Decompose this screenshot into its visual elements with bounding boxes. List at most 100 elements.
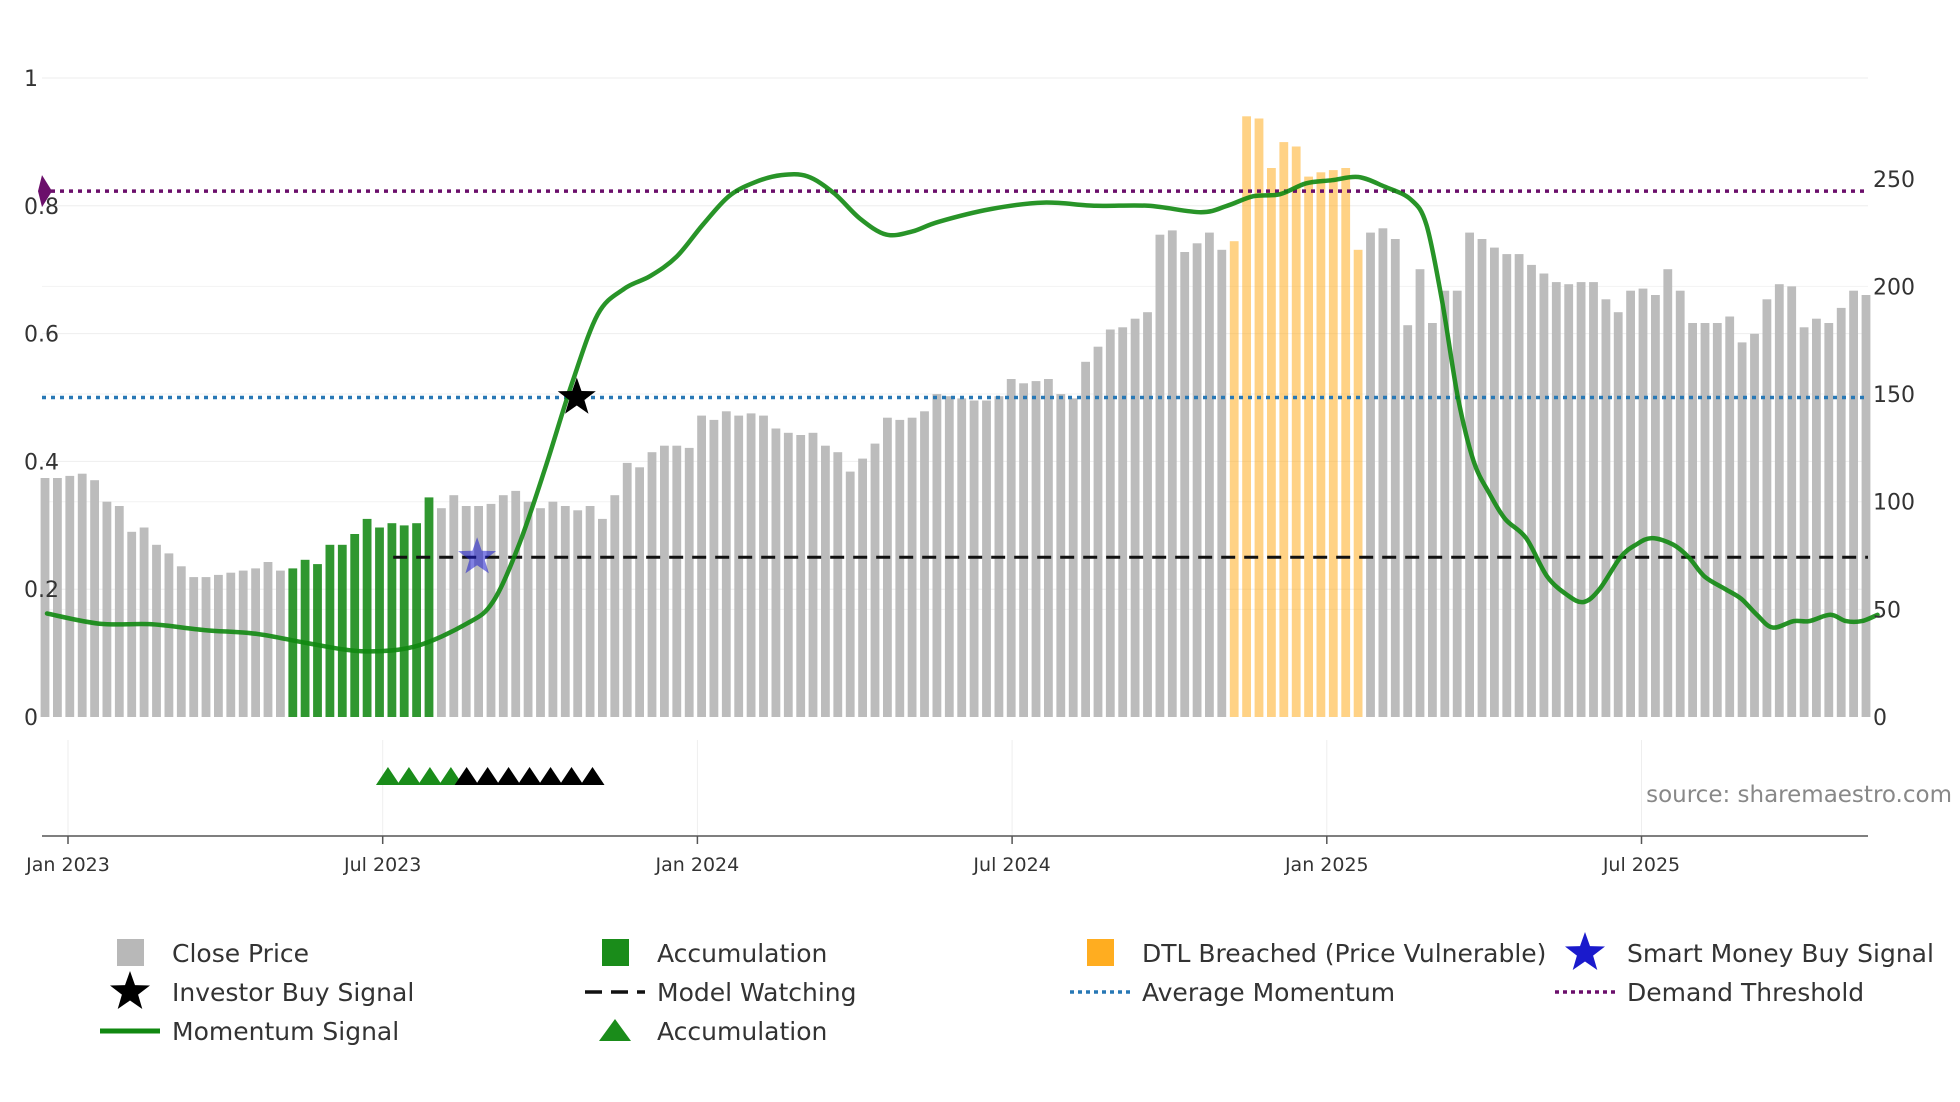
price-bar — [734, 415, 744, 717]
price-bar — [1836, 307, 1846, 717]
price-bar — [1006, 379, 1016, 717]
price-bar — [1539, 273, 1549, 717]
price-bar — [90, 480, 99, 717]
price-bar — [313, 564, 322, 717]
price-bar — [585, 506, 595, 717]
y-left-tick-label: 0.8 — [24, 195, 59, 220]
price-bar — [474, 506, 483, 717]
price-bar — [1304, 176, 1313, 718]
price-bar — [1254, 118, 1264, 717]
y-right-tick-label: 200 — [1873, 275, 1915, 300]
price-bar — [858, 458, 867, 717]
price-bar — [560, 506, 570, 717]
watch-triangle — [517, 767, 542, 785]
price-bar — [1861, 295, 1871, 717]
price-bar — [152, 544, 161, 717]
price-bar — [1056, 394, 1066, 717]
price-bar — [461, 506, 471, 717]
accumulation-triangle — [417, 767, 442, 785]
price-bar — [238, 570, 248, 717]
price-bar — [1366, 232, 1375, 717]
price-bar — [907, 417, 917, 717]
x-tick-label: Jan 2025 — [1284, 854, 1369, 876]
price-bar — [77, 473, 87, 717]
price-bar — [536, 508, 545, 717]
legend-label: Demand Threshold — [1627, 978, 1864, 1007]
price-bar — [1589, 282, 1598, 717]
price-bar — [746, 413, 756, 717]
price-bar — [783, 432, 793, 717]
price-bar — [1019, 383, 1028, 717]
price-bar — [486, 503, 496, 717]
price-bar — [1762, 299, 1772, 717]
legend-label: Smart Money Buy Signal — [1627, 939, 1934, 968]
price-bar — [263, 562, 273, 717]
price-bar — [845, 471, 855, 717]
legend-label: Accumulation — [657, 1017, 827, 1046]
price-bar — [375, 527, 384, 717]
price-bar — [114, 506, 124, 717]
price-bar — [1229, 241, 1239, 717]
price-bar — [387, 523, 397, 717]
price-bar — [337, 544, 347, 717]
price-bar — [647, 452, 657, 717]
price-bar — [1774, 284, 1784, 717]
y-right-tick-label: 150 — [1873, 383, 1915, 408]
price-bar — [523, 501, 533, 717]
source-label: source: sharemaestro.com — [1646, 782, 1952, 808]
price-bar — [920, 411, 929, 717]
price-bar — [511, 490, 521, 717]
price-bar — [1812, 318, 1821, 717]
price-bar — [1130, 318, 1140, 717]
price-bar — [424, 497, 434, 717]
watch-triangle — [559, 767, 584, 785]
price-bar — [808, 432, 818, 717]
price-bar — [300, 559, 310, 717]
price-bar — [325, 544, 335, 717]
price-bar — [697, 415, 706, 717]
price-bar — [226, 572, 236, 717]
x-tick-label: Jul 2025 — [1602, 854, 1680, 876]
price-bar — [1787, 286, 1797, 717]
price-bar — [1688, 323, 1697, 717]
price-bar — [1452, 290, 1462, 717]
price-bar — [1502, 254, 1512, 717]
price-bar — [548, 501, 558, 717]
price-bar — [573, 510, 583, 717]
price-bar — [1564, 284, 1574, 717]
price-bar — [1663, 269, 1673, 717]
watch-triangle — [496, 767, 521, 785]
price-bar — [622, 462, 632, 717]
price-bar — [598, 518, 607, 717]
price-bar — [1440, 290, 1450, 717]
price-bar — [821, 445, 830, 717]
y-right-tick-label: 250 — [1873, 168, 1915, 193]
x-tick-label: Jul 2023 — [343, 854, 421, 876]
price-bar — [883, 417, 892, 717]
momentum-line — [44, 172, 1880, 654]
price-bar — [957, 398, 967, 717]
y-left-tick-label: 1 — [24, 67, 38, 92]
x-tick-label: Jul 2024 — [972, 854, 1050, 876]
legend-symbol-triangle — [599, 1019, 631, 1041]
price-bar — [276, 570, 285, 717]
price-bar — [189, 577, 199, 717]
price-bar — [1105, 329, 1115, 717]
price-bar — [1378, 228, 1388, 718]
price-bar — [1415, 269, 1425, 717]
accumulation-triangle — [396, 767, 421, 785]
price-bar — [870, 443, 880, 717]
watch-triangle — [538, 767, 563, 785]
legend-label: Momentum Signal — [172, 1017, 399, 1046]
price-bar — [1601, 299, 1611, 717]
price-bar — [350, 534, 360, 717]
price-bar — [1118, 327, 1128, 717]
y-right-tick-label: 0 — [1873, 706, 1887, 731]
price-bar — [1242, 116, 1251, 718]
price-bar — [1180, 252, 1190, 717]
price-bar — [1428, 323, 1437, 717]
y-left-tick-label: 0.6 — [24, 323, 59, 348]
legend-symbol-square — [117, 939, 144, 966]
price-bar — [437, 508, 446, 717]
price-bar — [53, 478, 62, 717]
